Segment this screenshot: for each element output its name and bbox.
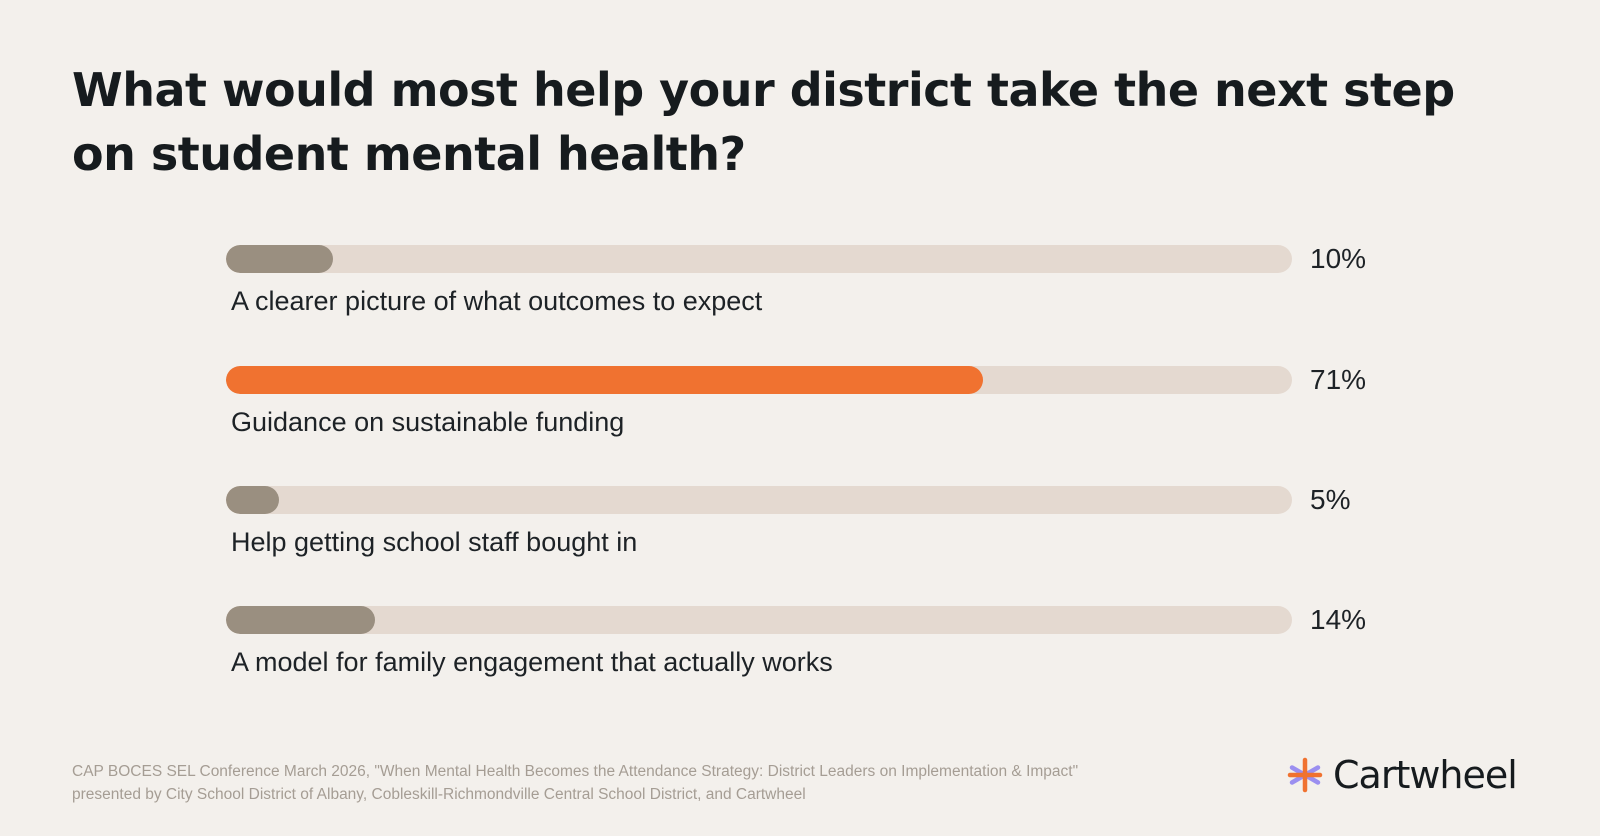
bar-track (226, 486, 1292, 514)
bar-fill (226, 606, 376, 634)
brand-name: Cartwheel (1333, 753, 1518, 797)
category-label: A model for family engagement that actua… (231, 647, 833, 677)
bar-row: 71% Guidance on sustainable funding (0, 364, 1600, 456)
asterisk-logo-icon (1287, 757, 1323, 793)
category-label: A clearer picture of what outcomes to ex… (231, 286, 763, 316)
bar-fill (226, 486, 280, 514)
chart-title: What would most help your district take … (72, 63, 1455, 181)
value-label: 71% (1310, 364, 1367, 395)
category-label: Guidance on sustainable funding (231, 407, 625, 437)
bar-track (226, 245, 1292, 273)
bar-track (226, 606, 1292, 634)
bar-fill (226, 245, 333, 273)
category-label: Help getting school staff bought in (231, 527, 638, 557)
bar-row: 10% A clearer picture of what outcomes to… (0, 243, 1600, 335)
value-label: 14% (1310, 604, 1367, 635)
brand-logo: Cartwheel (1287, 752, 1518, 798)
value-label: 5% (1310, 484, 1351, 515)
source-footnote: CAP BOCES SEL Conference March 2026, "Wh… (72, 763, 1079, 803)
bar-row: 14% A model for family engagement that ac… (0, 604, 1600, 696)
bar-track (226, 366, 1292, 394)
bar-row: 5% Help getting school staff bought in (0, 484, 1600, 576)
bar-fill (226, 366, 983, 394)
value-label: 10% (1310, 243, 1367, 274)
